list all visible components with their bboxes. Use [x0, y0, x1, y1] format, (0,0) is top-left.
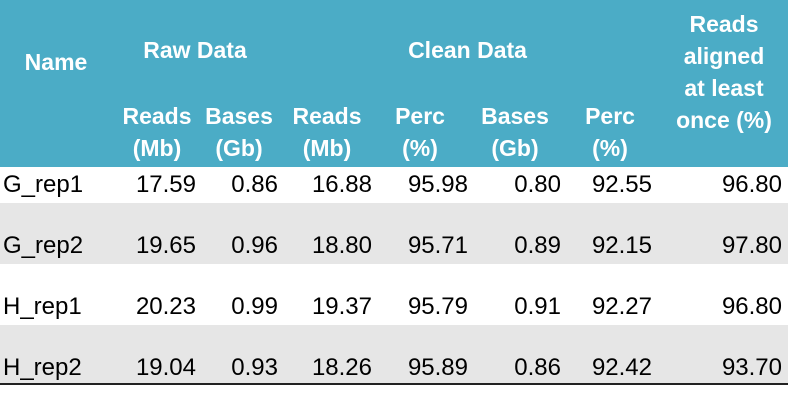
- header-sub-line1: Reads: [122, 103, 192, 129]
- cell-clean-perc: 95.71: [407, 232, 468, 259]
- table-row: H_rep2 19.04 0.93 18.26 95.89 0.86 92.42…: [0, 350, 788, 411]
- header-sub-line2: (Gb): [491, 135, 539, 161]
- header-raw-bases: Bases (Gb): [200, 100, 278, 164]
- header-clean-data: Clean Data: [408, 37, 527, 63]
- header-sub-line2: (%): [402, 135, 438, 161]
- cell-clean-bases: 0.80: [514, 171, 561, 198]
- table-row: [0, 325, 788, 383]
- cell-clean-bases: 0.91: [514, 293, 561, 320]
- header-sub-line1: Bases: [481, 103, 549, 129]
- header-sub-line2: (Mb): [132, 135, 182, 161]
- cell-aligned: 93.70: [721, 354, 782, 381]
- cell-aligned: 97.80: [721, 232, 782, 259]
- header-name: Name: [24, 49, 88, 75]
- header-sub-line2: (%): [592, 135, 628, 161]
- header-sub-line1: Perc: [585, 103, 635, 129]
- cell-raw-reads: 20.23: [135, 293, 196, 320]
- table-header: Name Raw Data Clean Data Reads aligned a…: [0, 0, 788, 167]
- header-aligned-line2: aligned: [683, 43, 765, 69]
- cell-raw-bases: 0.86: [231, 171, 278, 198]
- header-raw-data: Raw Data: [143, 37, 247, 63]
- header-sub-line1: Reads: [292, 103, 362, 129]
- header-clean-perc-2: Perc (%): [572, 100, 648, 164]
- cell-raw-reads: 19.65: [135, 232, 196, 259]
- header-clean-reads: Reads (Mb): [284, 100, 370, 164]
- cell-clean-perc: 95.89: [407, 354, 468, 381]
- table-row: G_rep2 19.65 0.96 18.80 95.71 0.89 92.15…: [0, 228, 788, 289]
- cell-raw-bases: 0.96: [231, 232, 278, 259]
- cell-name: H_rep1: [3, 293, 82, 320]
- cell-aligned: 96.80: [721, 171, 782, 198]
- header-sub-line1: Perc: [395, 103, 445, 129]
- cell-raw-reads: 19.04: [135, 354, 196, 381]
- cell-clean-perc-2: 92.27: [591, 293, 652, 320]
- cell-clean-bases: 0.89: [514, 232, 561, 259]
- header-clean-perc: Perc (%): [380, 100, 460, 164]
- cell-clean-reads: 18.26: [311, 354, 372, 381]
- cell-clean-reads: 16.88: [311, 171, 372, 198]
- cell-clean-reads: 19.37: [311, 293, 372, 320]
- header-aligned-line3: at least: [684, 75, 764, 101]
- header-sub-line2: (Mb): [302, 135, 352, 161]
- cell-clean-perc: 95.98: [407, 171, 468, 198]
- header-raw-reads: Reads (Mb): [114, 100, 200, 164]
- table-row: H_rep1 20.23 0.99 19.37 95.79 0.91 92.27…: [0, 289, 788, 350]
- cell-aligned: 96.80: [721, 293, 782, 320]
- cell-name: H_rep2: [3, 354, 82, 381]
- table-row: G_rep1 17.59 0.86 16.88 95.98 0.80 92.55…: [0, 167, 788, 228]
- cell-name: G_rep1: [3, 171, 84, 198]
- cell-name: G_rep2: [3, 232, 84, 259]
- cell-clean-perc: 95.79: [407, 293, 468, 320]
- header-aligned: Reads aligned at least once (%): [660, 8, 788, 136]
- table-row: [0, 203, 788, 264]
- cell-clean-reads: 18.80: [311, 232, 372, 259]
- cell-clean-bases: 0.86: [514, 354, 561, 381]
- header-sub-line2: (Gb): [215, 135, 263, 161]
- cell-clean-perc-2: 92.55: [591, 171, 652, 198]
- header-sub-line1: Bases: [205, 103, 273, 129]
- cell-clean-perc-2: 92.42: [591, 354, 652, 381]
- table-bottom-rule: [0, 383, 788, 385]
- cell-raw-bases: 0.93: [231, 354, 278, 381]
- cell-raw-bases: 0.99: [231, 293, 278, 320]
- header-aligned-line1: Reads: [689, 11, 759, 37]
- header-aligned-line4: once (%): [676, 107, 772, 133]
- header-clean-bases: Bases (Gb): [474, 100, 556, 164]
- cell-clean-perc-2: 92.15: [591, 232, 652, 259]
- cell-raw-reads: 17.59: [135, 171, 196, 198]
